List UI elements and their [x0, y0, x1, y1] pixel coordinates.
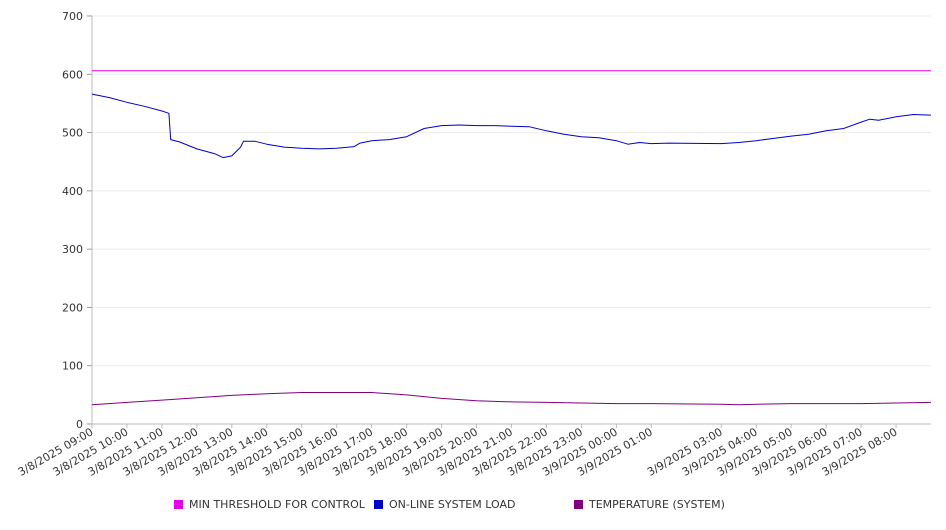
y-tick-label: 400 [62, 185, 83, 198]
y-tick-label: 700 [62, 10, 83, 23]
legend: MIN THRESHOLD FOR CONTROL ON-LINE SYSTEM … [0, 498, 946, 514]
x-tick-labels: 3/8/2025 09:003/8/2025 10:003/8/2025 11:… [16, 425, 900, 479]
grid-layer [92, 15, 931, 425]
legend-item[interactable]: ON-LINE SYSTEM LOAD [374, 498, 515, 511]
legend-swatch [174, 500, 183, 509]
series-layer [91, 70, 932, 406]
legend-swatch [574, 500, 583, 509]
y-tick-label: 600 [62, 68, 83, 81]
y-tick-label: 0 [76, 418, 83, 431]
y-tick-label: 200 [62, 301, 83, 314]
y-tick-label: 100 [62, 360, 83, 373]
axis-layer: 0 100 200 300 400 500 600 700 [62, 10, 931, 431]
legend-label: TEMPERATURE (SYSTEM) [589, 498, 725, 511]
series-line-2 [91, 93, 932, 159]
legend-item[interactable]: TEMPERATURE (SYSTEM) [574, 498, 725, 511]
y-tick-label: 500 [62, 127, 83, 140]
legend-swatch [374, 500, 383, 509]
legend-label: ON-LINE SYSTEM LOAD [389, 498, 516, 511]
series-line-3 [91, 392, 932, 406]
legend-item[interactable]: MIN THRESHOLD FOR CONTROL [174, 498, 365, 511]
legend-label: MIN THRESHOLD FOR CONTROL [189, 498, 365, 511]
y-tick-label: 300 [62, 243, 83, 256]
